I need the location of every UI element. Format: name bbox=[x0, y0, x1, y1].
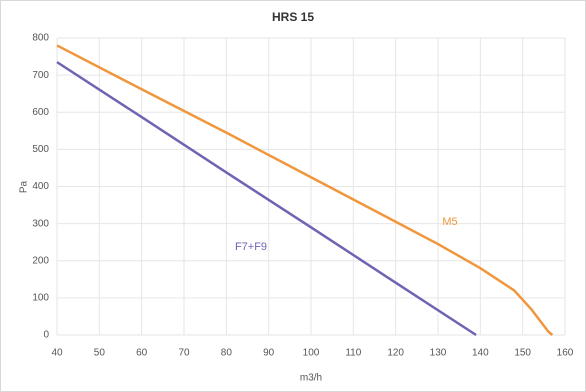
x-tick-label: 40 bbox=[51, 348, 63, 359]
x-tick-label: 80 bbox=[221, 348, 233, 359]
y-tick-label: 700 bbox=[32, 70, 49, 81]
series-line bbox=[56, 61, 477, 337]
x-tick-label: 90 bbox=[263, 348, 275, 359]
y-tick-label: 200 bbox=[32, 255, 49, 266]
y-tick-label: 400 bbox=[32, 181, 49, 192]
x-tick-label: 60 bbox=[136, 348, 148, 359]
y-tick-label: 800 bbox=[32, 33, 49, 44]
y-tick-label: 600 bbox=[32, 107, 49, 118]
x-tick-label: 150 bbox=[514, 348, 531, 359]
x-tick-label: 140 bbox=[472, 348, 489, 359]
x-tick-label: 160 bbox=[557, 348, 574, 359]
x-axis-label: m3/h bbox=[300, 373, 322, 384]
x-tick-label: 110 bbox=[345, 348, 361, 359]
y-tick-label: 300 bbox=[32, 218, 49, 229]
chart-title: HRS 15 bbox=[272, 10, 314, 24]
series-label: M5 bbox=[442, 216, 457, 228]
y-axis-label: Pa bbox=[19, 180, 30, 193]
series-line bbox=[56, 44, 554, 336]
y-tick-label: 500 bbox=[32, 144, 49, 155]
x-tick-label: 50 bbox=[94, 348, 106, 359]
x-tick-label: 70 bbox=[178, 348, 190, 359]
x-tick-label: 120 bbox=[387, 348, 404, 359]
x-tick-label: 100 bbox=[303, 348, 320, 359]
y-tick-label: 100 bbox=[32, 293, 49, 304]
series-label: F7+F9 bbox=[235, 241, 267, 253]
y-tick-label: 0 bbox=[43, 330, 49, 341]
x-tick-label: 130 bbox=[430, 348, 447, 359]
